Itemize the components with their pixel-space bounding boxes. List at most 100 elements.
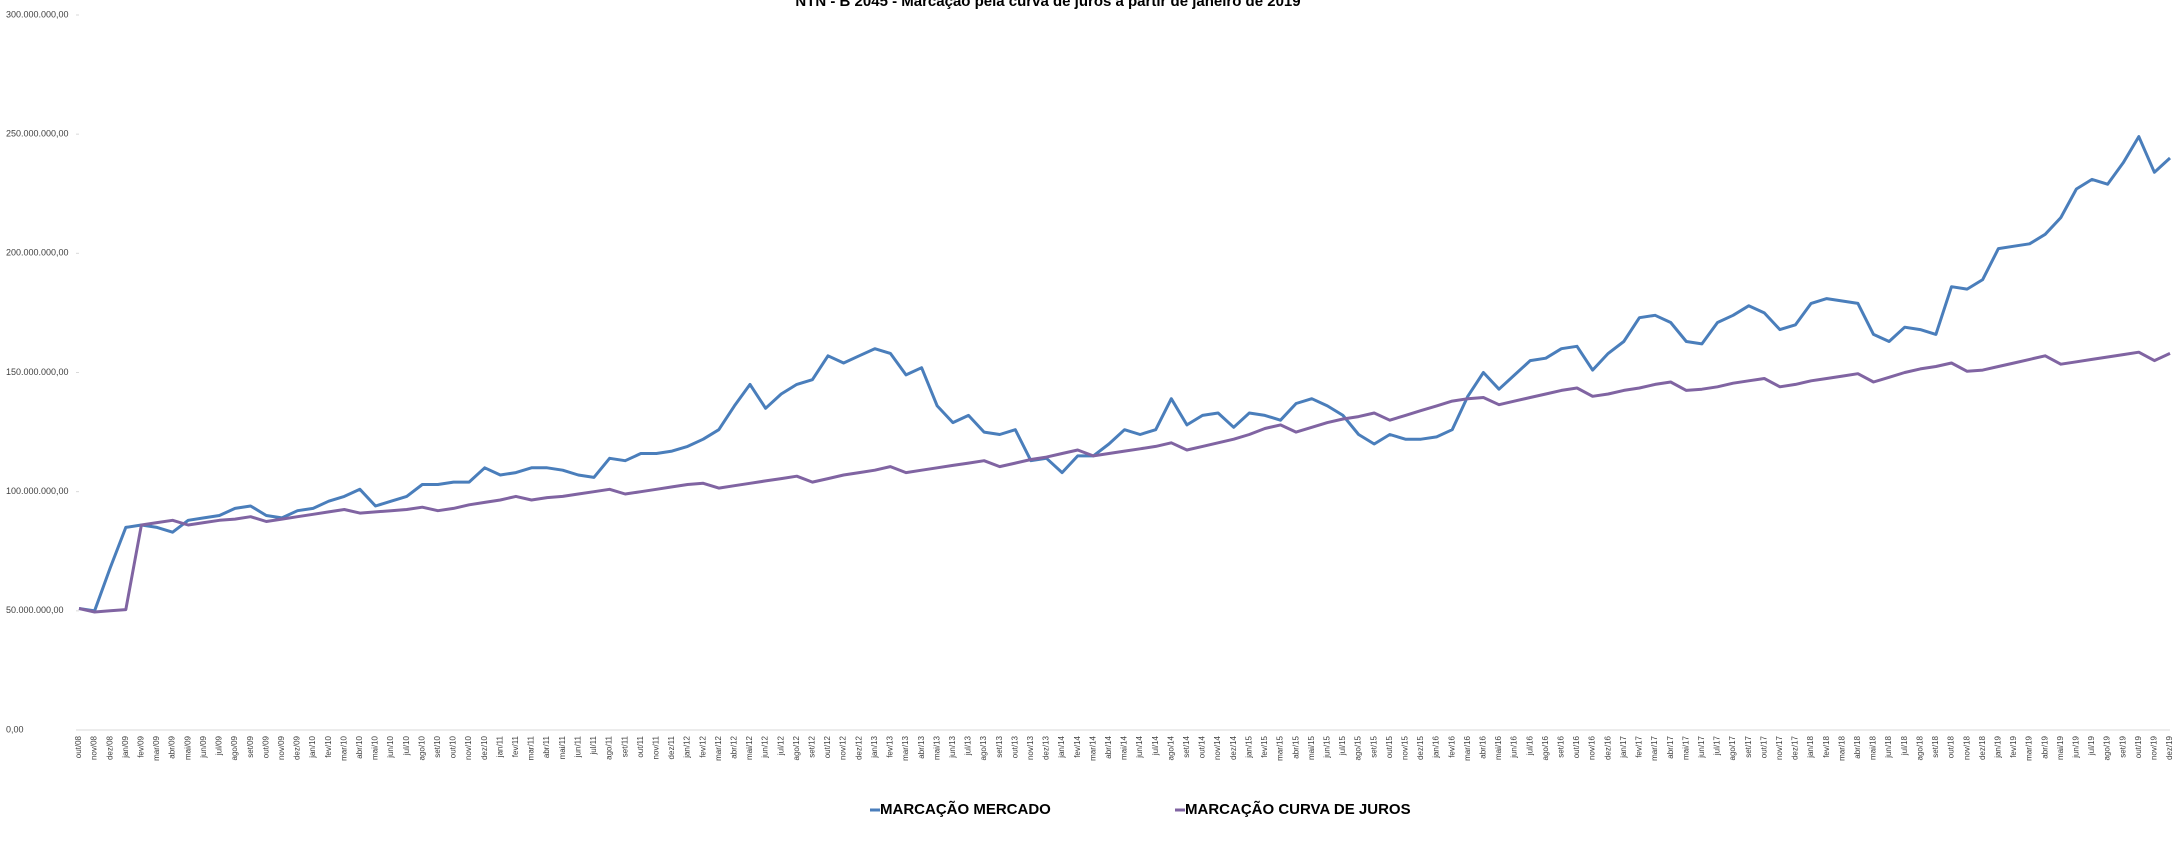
x-tick-label: jun/14 xyxy=(1135,735,1144,758)
x-tick-label: jul/10 xyxy=(402,735,411,756)
x-tick-label: jul/09 xyxy=(215,735,224,756)
x-tick-label: mar/10 xyxy=(339,735,348,760)
x-tick-label: nov/14 xyxy=(1213,735,1222,760)
x-tick-label: ago/19 xyxy=(2103,735,2112,760)
x-tick-label: fev/16 xyxy=(1447,735,1456,757)
x-tick-label: abr/09 xyxy=(168,735,177,758)
y-tick-label: 150.000.000,00 xyxy=(6,367,69,377)
x-tick-label: nov/10 xyxy=(464,735,473,760)
series-line xyxy=(78,135,2172,613)
x-tick-label: jul/16 xyxy=(1525,735,1534,756)
x-tick-label: jan/19 xyxy=(1993,735,2002,758)
x-tick-label: ago/11 xyxy=(605,735,614,759)
x-tick-label: mar/11 xyxy=(527,735,536,760)
x-tick-label: dez/11 xyxy=(667,735,676,759)
x-tick-label: jan/13 xyxy=(870,735,879,758)
x-tick-label: ago/16 xyxy=(1541,735,1550,760)
x-tick-label: abr/12 xyxy=(729,735,738,758)
x-tick-label: out/09 xyxy=(261,735,270,758)
x-tick-label: dez/18 xyxy=(1978,735,1987,760)
x-tick-label: set/15 xyxy=(1369,735,1378,757)
x-tick-label: jul/15 xyxy=(1338,735,1347,756)
x-tick-label: ago/17 xyxy=(1728,735,1737,760)
x-tick-label: mar/17 xyxy=(1650,735,1659,760)
legend-label: MARCAÇÃO CURVA DE JUROS xyxy=(1185,800,1411,818)
x-tick-label: abr/16 xyxy=(1479,735,1488,758)
x-tick-label: out/17 xyxy=(1759,735,1768,758)
x-tick-label: abr/19 xyxy=(2040,735,2049,758)
x-tick-label: ago/15 xyxy=(1354,735,1363,760)
x-tick-label: jun/18 xyxy=(1884,735,1893,758)
x-tick-label: set/10 xyxy=(433,735,442,757)
x-tick-label: abr/17 xyxy=(1666,735,1675,758)
x-tick-label: out/15 xyxy=(1385,735,1394,758)
x-tick-label: mai/14 xyxy=(1120,735,1129,760)
x-tick-label: nov/15 xyxy=(1400,735,1409,760)
x-tick-label: jan/17 xyxy=(1619,735,1628,758)
x-tick-label: out/16 xyxy=(1572,735,1581,758)
x-tick-label: jan/10 xyxy=(308,735,317,758)
x-tick-label: dez/15 xyxy=(1416,735,1425,760)
x-tick-label: set/13 xyxy=(995,735,1004,757)
x-tick-label: ago/10 xyxy=(417,735,426,760)
x-tick-label: mar/18 xyxy=(1837,735,1846,760)
x-tick-label: ago/09 xyxy=(230,735,239,760)
x-tick-label: abr/18 xyxy=(1853,735,1862,758)
x-tick-label: jan/16 xyxy=(1432,735,1441,758)
x-tick-label: jun/12 xyxy=(761,735,770,758)
x-tick-label: ago/14 xyxy=(1166,735,1175,760)
x-tick-label: set/19 xyxy=(2118,735,2127,757)
x-tick-label: nov/09 xyxy=(277,735,286,760)
x-tick-label: jan/11 xyxy=(495,735,504,758)
x-tick-label: set/12 xyxy=(808,735,817,757)
y-tick-label: 200.000.000,00 xyxy=(6,248,69,258)
x-tick-label: set/14 xyxy=(1182,735,1191,757)
x-tick-label: jan/18 xyxy=(1806,735,1815,758)
x-tick-label: nov/16 xyxy=(1588,735,1597,760)
x-tick-label: jun/19 xyxy=(2071,735,2080,758)
x-tick-label: jan/12 xyxy=(683,735,692,758)
x-tick-label: jan/09 xyxy=(121,735,130,758)
x-tick-label: set/11 xyxy=(620,735,629,757)
y-tick-label: 0,00 xyxy=(6,724,24,734)
x-tick-label: mai/09 xyxy=(183,735,192,760)
x-tick-label: jun/09 xyxy=(199,735,208,758)
x-tick-label: dez/16 xyxy=(1603,735,1612,760)
x-tick-label: jul/17 xyxy=(1713,735,1722,756)
x-tick-label: mai/15 xyxy=(1307,735,1316,760)
x-tick-label: nov/13 xyxy=(1026,735,1035,760)
x-tick-label: mai/18 xyxy=(1869,735,1878,760)
x-tick-label: out/12 xyxy=(823,735,832,758)
x-tick-label: abr/14 xyxy=(1104,735,1113,758)
x-tick-label: abr/11 xyxy=(542,735,551,758)
x-tick-label: jan/14 xyxy=(1057,735,1066,758)
y-tick-label: 100.000.000,00 xyxy=(6,486,69,496)
x-tick-label: set/09 xyxy=(246,735,255,757)
x-tick-label: set/17 xyxy=(1744,735,1753,757)
y-tick-label: 50.000.000,00 xyxy=(6,605,64,615)
x-tick-label: mai/11 xyxy=(558,735,567,759)
x-tick-label: dez/14 xyxy=(1229,735,1238,760)
y-tick-label: 300.000.000,00 xyxy=(6,9,69,19)
x-tick-label: jan/15 xyxy=(1244,735,1253,758)
x-tick-label: dez/13 xyxy=(1042,735,1051,760)
x-tick-label: set/18 xyxy=(1931,735,1940,757)
x-tick-label: jun/10 xyxy=(386,735,395,758)
chart-title: NTN - B 2045 - Marcação pela curva de ju… xyxy=(795,0,1300,10)
x-tick-label: fev/11 xyxy=(511,735,520,757)
x-tick-label: jul/19 xyxy=(2087,735,2096,756)
x-tick-label: out/13 xyxy=(1010,735,1019,758)
x-tick-label: out/08 xyxy=(74,735,83,758)
x-tick-label: fev/15 xyxy=(1260,735,1269,757)
x-tick-label: out/14 xyxy=(1198,735,1207,758)
x-tick-label: jun/17 xyxy=(1697,735,1706,758)
x-tick-label: jul/11 xyxy=(589,735,598,755)
x-tick-label: jun/15 xyxy=(1322,735,1331,758)
x-tick-label: nov/12 xyxy=(839,735,848,760)
x-tick-label: jul/12 xyxy=(776,735,785,756)
y-tick-label: 250.000.000,00 xyxy=(6,129,69,139)
x-tick-label: fev/18 xyxy=(1822,735,1831,757)
x-tick-label: out/18 xyxy=(1947,735,1956,758)
x-tick-label: out/19 xyxy=(2134,735,2143,758)
